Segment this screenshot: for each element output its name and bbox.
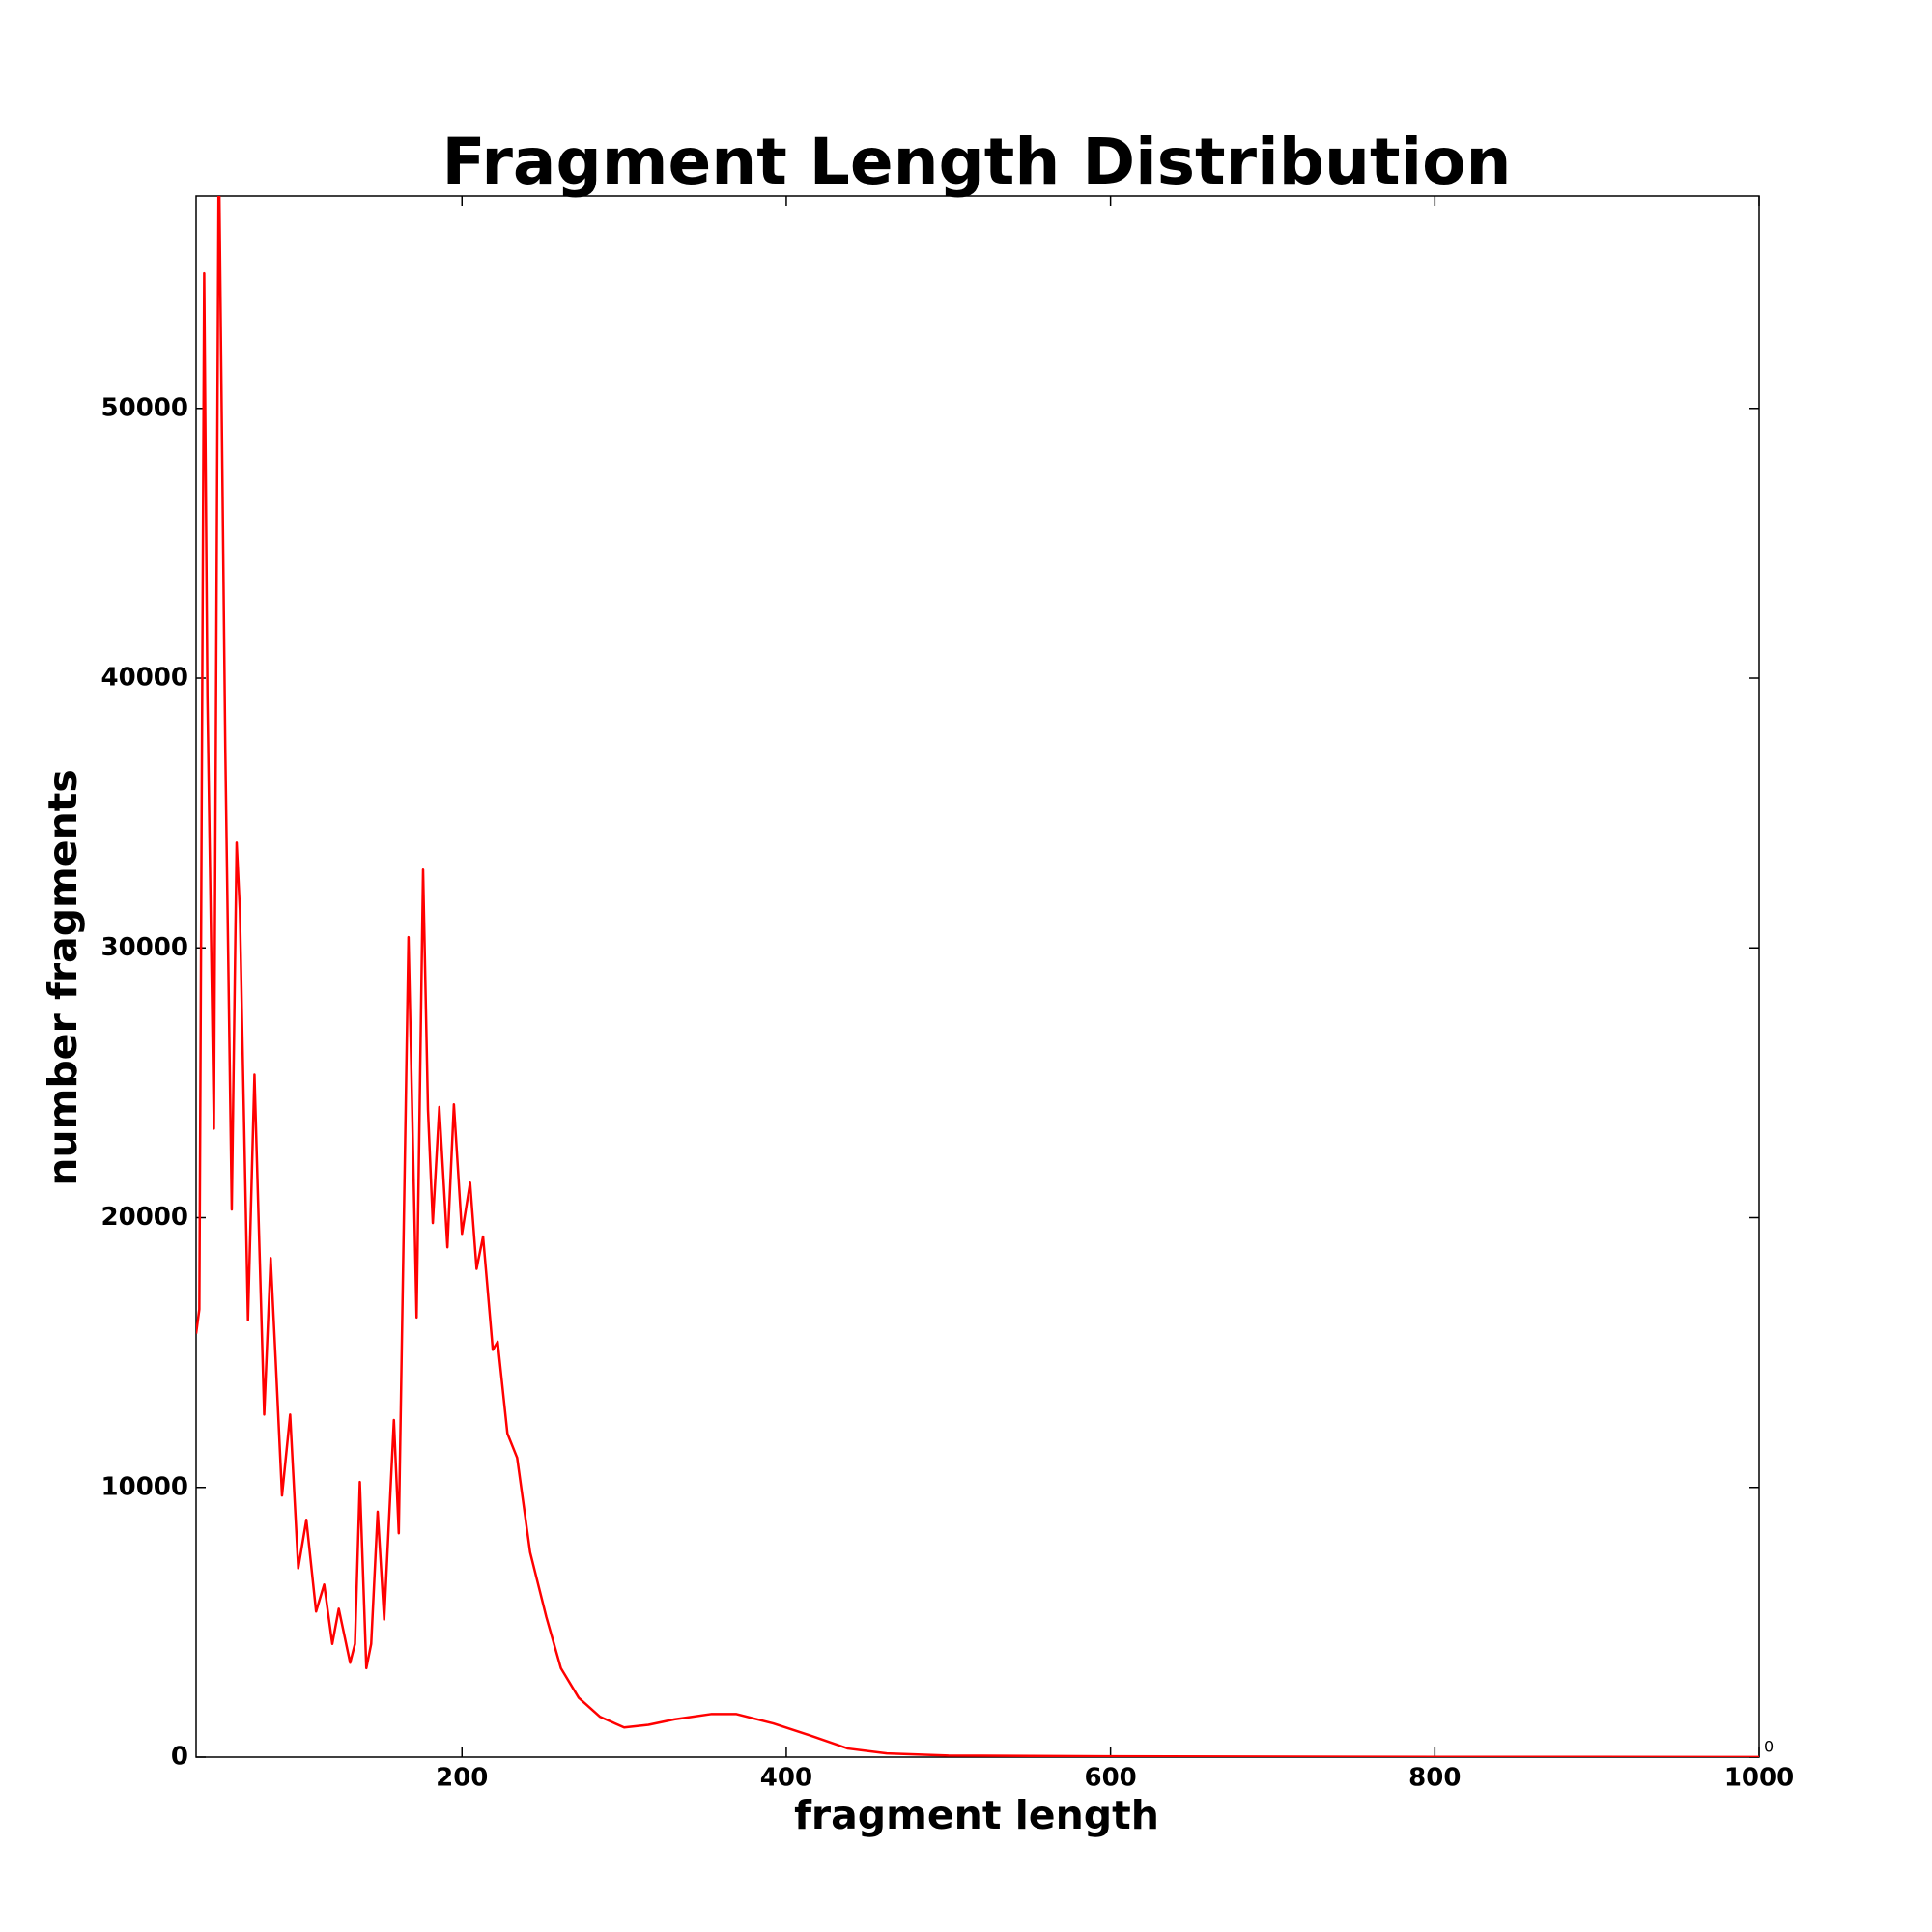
x-tick-label: 600 — [1084, 1764, 1136, 1793]
annotation: 0 — [1764, 1738, 1774, 1756]
y-tick-label: 0 — [171, 1743, 188, 1772]
x-tick-label: 800 — [1408, 1764, 1461, 1793]
y-tick-label: 10000 — [101, 1472, 188, 1501]
y-tick-label: 30000 — [101, 933, 188, 962]
y-tick-label: 50000 — [101, 393, 188, 422]
y-tick-label: 20000 — [101, 1203, 188, 1232]
x-axis-label: fragment length — [794, 1792, 1159, 1838]
y-axis-label: number fragments — [40, 769, 86, 1186]
data-line — [196, 196, 1759, 1757]
x-tick-label: 1000 — [1724, 1764, 1794, 1793]
chart-title: Fragment Length Distribution — [442, 125, 1512, 199]
plot-frame — [195, 195, 1760, 1758]
x-tick-label: 200 — [436, 1764, 488, 1793]
y-tick-label: 40000 — [101, 664, 188, 693]
x-tick-label: 400 — [760, 1764, 812, 1793]
